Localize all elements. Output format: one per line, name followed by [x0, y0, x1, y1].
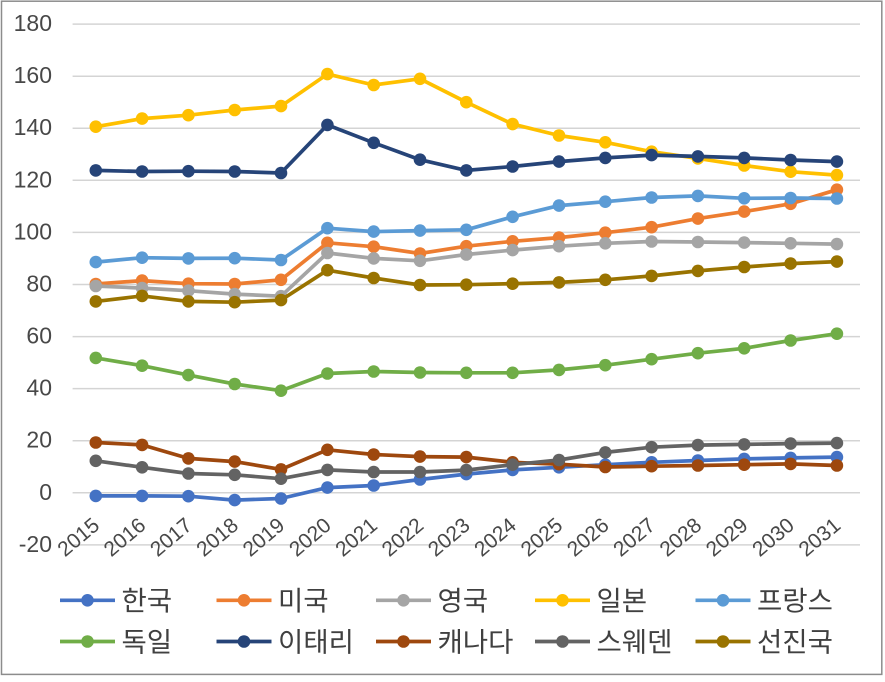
svg-text:-20: -20: [19, 531, 52, 557]
svg-text:100: 100: [14, 218, 52, 244]
svg-text:20: 20: [26, 427, 52, 453]
svg-text:0: 0: [39, 479, 52, 505]
svg-text:120: 120: [14, 166, 52, 192]
svg-text:80: 80: [26, 271, 52, 297]
svg-text:180: 180: [14, 10, 52, 36]
svg-text:60: 60: [26, 323, 52, 349]
svg-text:140: 140: [14, 114, 52, 140]
svg-text:40: 40: [26, 375, 52, 401]
svg-text:160: 160: [14, 62, 52, 88]
